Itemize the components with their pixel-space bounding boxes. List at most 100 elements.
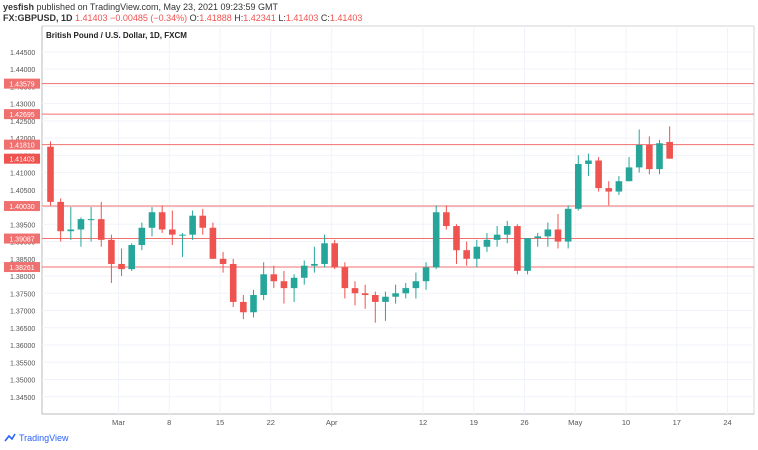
- author-name[interactable]: yesfish: [3, 2, 35, 12]
- candle-up: [67, 207, 75, 240]
- candle-body: [280, 281, 288, 289]
- y-tick-label: 1.35000: [10, 378, 35, 385]
- candle-body: [250, 295, 257, 313]
- low-label: L:: [278, 13, 286, 23]
- y-tick-label: 1.38500: [10, 257, 35, 264]
- candle-body: [443, 212, 450, 227]
- gridlines: [42, 26, 754, 414]
- candle-down: [595, 157, 602, 192]
- y-tick-label: 1.37500: [10, 291, 35, 298]
- x-tick-label: 19: [470, 418, 478, 427]
- candle-down: [351, 281, 359, 306]
- candle-up: [575, 155, 582, 211]
- candle-body: [635, 144, 643, 168]
- candle-down: [209, 222, 217, 259]
- last-price-tag: [4, 153, 40, 164]
- candle-up: [625, 157, 633, 182]
- x-tick-label: 26: [520, 418, 528, 427]
- candle-up: [402, 282, 410, 299]
- candle-body: [219, 258, 227, 264]
- y-tick-label: 1.43000: [10, 102, 35, 109]
- candle-body: [554, 229, 562, 242]
- candle-up: [179, 232, 186, 258]
- candle-down: [666, 126, 673, 159]
- publish-text: published on TradingView.com, May 23, 20…: [36, 2, 279, 12]
- candle-down: [341, 262, 349, 299]
- y-tick-label: 1.42000: [10, 136, 35, 143]
- x-tick-label: 12: [419, 418, 427, 427]
- candle-body: [128, 245, 135, 270]
- x-tick-label: Mar: [112, 418, 125, 427]
- candle-body: [97, 219, 105, 240]
- candle-up: [392, 284, 399, 304]
- y-tick-label: 1.35500: [10, 360, 35, 367]
- x-tick-label: 15: [216, 418, 224, 427]
- candle-up: [432, 205, 440, 270]
- candle-body: [524, 238, 531, 271]
- candle-down: [361, 284, 369, 309]
- candle-body: [656, 143, 663, 170]
- candle-body: [199, 215, 207, 228]
- candle-body: [372, 295, 379, 302]
- open-value: 1.41888: [199, 13, 232, 23]
- candle-body: [493, 234, 501, 240]
- y-tick-label: 1.36000: [10, 343, 35, 350]
- candle-body: [483, 239, 491, 247]
- candle-up: [311, 246, 318, 273]
- candle-down: [118, 248, 125, 277]
- price-change: −0.00485 (−0.34%): [110, 13, 188, 23]
- candle-body: [402, 288, 410, 294]
- y-tick-label: 1.40500: [10, 188, 35, 195]
- candle-up: [412, 272, 420, 299]
- candle-body: [412, 281, 420, 289]
- high-value: 1.42341: [243, 13, 276, 23]
- price-line-label: 1.43579: [9, 82, 34, 89]
- candle-body: [179, 234, 186, 236]
- candle-body: [77, 219, 85, 230]
- candle-body: [382, 296, 389, 302]
- x-tick-label: May: [568, 418, 582, 427]
- candle-up: [534, 232, 541, 247]
- candle-body: [473, 246, 481, 259]
- candle-body: [595, 160, 602, 189]
- candle-up: [635, 129, 643, 173]
- price-line-tag: [4, 78, 40, 89]
- candle-body: [209, 227, 217, 259]
- x-tick-label: 24: [723, 418, 731, 427]
- candle-up: [493, 226, 501, 247]
- candle-body: [503, 226, 511, 235]
- candle-body: [544, 229, 552, 237]
- candle-down: [331, 239, 338, 270]
- publish-info: yesfish published on TradingView.com, Ma…: [3, 2, 278, 13]
- price-labels: 1.43579 1.42695 1.41810 1.40030 1.39087 1.382…: [4, 78, 40, 273]
- price-line-tag: [4, 262, 40, 273]
- footer-brand[interactable]: TradingView: [4, 432, 69, 444]
- candle-body: [585, 160, 592, 164]
- last-price-label: 1.41403: [9, 157, 34, 164]
- candle-up: [77, 217, 85, 247]
- candle-down: [47, 141, 54, 206]
- candle-body: [148, 212, 156, 228]
- ohlc-legend: FX:GBPUSD, 1D 1.41403 −0.00485 (−0.34%) …: [3, 13, 362, 24]
- candle-body: [361, 293, 369, 296]
- candle-body: [605, 188, 613, 192]
- y-tick-label: 1.41000: [10, 171, 35, 178]
- candle-body: [575, 163, 582, 209]
- price-line-tag: [4, 233, 40, 244]
- price-line-tag: [4, 139, 40, 150]
- price-line-label: 1.41810: [9, 143, 34, 150]
- candle-body: [57, 201, 64, 232]
- candle-up: [473, 239, 481, 268]
- candle-up: [290, 274, 298, 302]
- candle-body: [432, 212, 440, 268]
- candle-up: [524, 238, 531, 275]
- candle-down: [108, 234, 115, 283]
- candle-up: [189, 210, 196, 240]
- candle-up: [422, 262, 430, 290]
- candle-body: [311, 263, 318, 266]
- last-price: 1.41403: [75, 13, 108, 23]
- candle-up: [656, 139, 663, 175]
- close-value: 1.41403: [329, 13, 363, 23]
- candle-body: [564, 208, 572, 242]
